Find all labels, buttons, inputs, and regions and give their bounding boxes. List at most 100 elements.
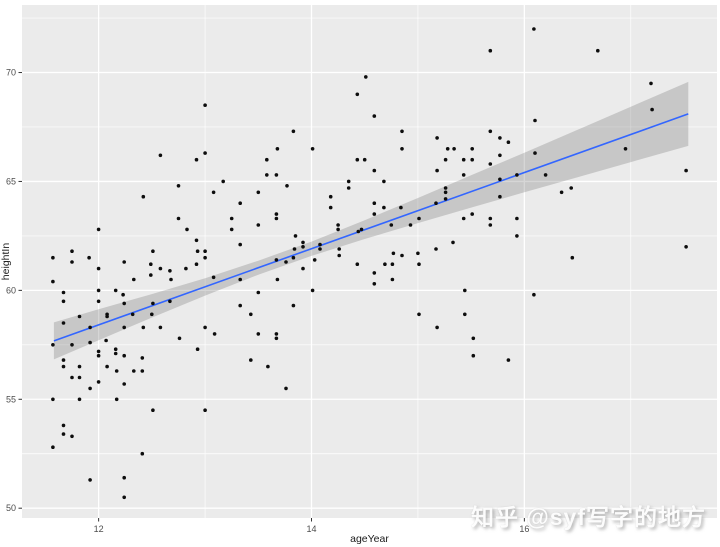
data-point xyxy=(399,205,403,210)
data-point xyxy=(293,234,298,238)
data-point xyxy=(113,351,118,356)
data-point xyxy=(51,445,55,450)
data-point xyxy=(274,216,279,221)
data-point xyxy=(359,227,364,232)
data-point xyxy=(96,266,101,271)
data-point xyxy=(275,147,280,151)
data-point xyxy=(596,48,600,53)
data-point xyxy=(203,151,207,155)
data-point xyxy=(169,277,173,282)
data-point xyxy=(88,478,92,482)
data-point xyxy=(105,364,109,369)
data-point xyxy=(96,349,101,354)
data-point xyxy=(312,258,317,262)
data-point xyxy=(684,245,688,249)
data-point xyxy=(532,27,536,31)
data-point xyxy=(70,434,74,439)
data-point xyxy=(301,266,305,271)
data-point xyxy=(372,201,377,205)
plot-panel xyxy=(22,5,717,518)
data-point xyxy=(291,303,296,308)
data-point xyxy=(238,242,242,247)
data-point xyxy=(150,312,154,317)
data-point xyxy=(498,153,502,158)
data-point xyxy=(96,299,101,304)
data-point xyxy=(346,179,351,184)
data-point xyxy=(122,325,126,330)
data-point xyxy=(61,321,66,325)
data-point xyxy=(212,332,217,336)
data-point xyxy=(51,397,55,402)
data-point xyxy=(559,190,564,195)
data-point xyxy=(284,386,288,391)
data-point xyxy=(310,147,315,151)
data-point xyxy=(122,495,126,500)
data-point xyxy=(149,262,153,267)
data-point xyxy=(203,255,207,260)
data-point xyxy=(176,184,181,188)
data-point xyxy=(140,356,145,360)
data-point xyxy=(194,238,199,243)
data-point xyxy=(470,147,475,151)
data-point xyxy=(372,168,377,173)
data-point xyxy=(77,364,82,369)
data-point xyxy=(274,336,279,341)
data-point xyxy=(284,260,288,264)
data-point xyxy=(443,157,448,162)
data-point xyxy=(532,292,536,297)
data-point xyxy=(211,190,216,195)
data-point xyxy=(113,288,118,293)
data-point xyxy=(364,75,368,79)
data-point xyxy=(70,260,74,264)
data-point xyxy=(238,303,242,308)
data-point xyxy=(291,255,296,260)
data-point xyxy=(570,255,575,260)
data-point xyxy=(498,177,502,182)
data-point xyxy=(328,205,333,210)
x-axis-title: ageYear xyxy=(350,533,389,545)
data-point xyxy=(382,205,386,210)
data-point xyxy=(256,223,261,227)
data-point xyxy=(435,136,439,140)
data-point xyxy=(266,364,270,369)
data-point xyxy=(61,358,66,362)
data-point xyxy=(203,408,207,413)
data-point xyxy=(488,48,493,53)
data-point xyxy=(336,227,340,232)
data-point xyxy=(238,201,242,205)
data-point xyxy=(256,332,261,336)
data-point xyxy=(132,369,136,373)
data-point xyxy=(194,157,199,162)
data-point xyxy=(96,380,101,384)
data-point xyxy=(337,253,342,258)
data-point xyxy=(61,432,66,436)
data-point xyxy=(390,262,395,267)
data-point xyxy=(151,408,155,413)
data-point xyxy=(285,184,289,188)
data-point xyxy=(452,147,456,151)
data-point xyxy=(61,299,66,304)
data-point xyxy=(151,301,155,306)
data-point xyxy=(203,103,207,107)
data-point xyxy=(151,249,155,253)
data-point xyxy=(132,277,136,282)
data-point xyxy=(383,262,387,267)
data-point xyxy=(301,240,305,245)
data-point xyxy=(372,282,377,286)
data-point xyxy=(61,364,66,369)
data-point xyxy=(275,277,280,282)
data-point xyxy=(461,216,466,221)
data-point xyxy=(533,151,537,155)
data-point xyxy=(88,325,92,330)
data-point xyxy=(498,194,502,199)
data-point xyxy=(372,212,377,216)
data-point xyxy=(114,397,119,402)
data-point xyxy=(389,223,394,227)
data-point xyxy=(51,255,55,260)
data-point xyxy=(391,251,396,256)
data-point xyxy=(515,216,519,221)
data-point xyxy=(88,386,92,391)
data-point xyxy=(121,292,125,297)
y-tick-label: 50 xyxy=(6,503,16,513)
